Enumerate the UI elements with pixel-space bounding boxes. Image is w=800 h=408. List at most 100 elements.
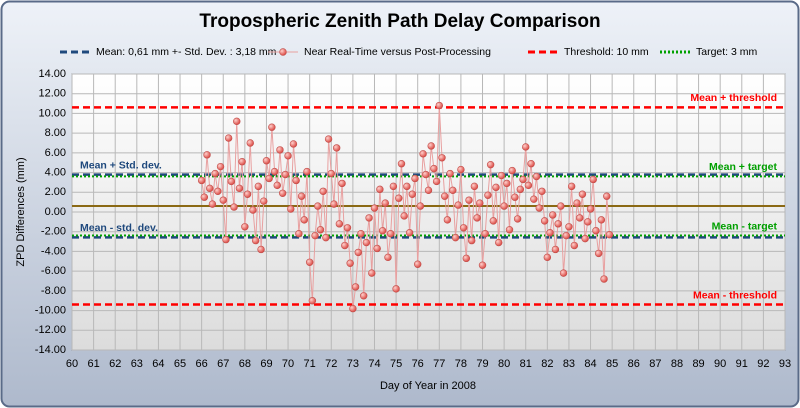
x-tick-label: 66 (196, 358, 208, 370)
chart-title: Tropospheric Zenith Path Delay Compariso… (199, 11, 600, 32)
data-point (370, 204, 379, 212)
data-point (254, 182, 263, 191)
data-point (289, 140, 298, 148)
data-point (532, 172, 541, 181)
y-tick-label: -2.00 (41, 226, 66, 238)
data-point (378, 227, 387, 235)
data-point (392, 285, 400, 293)
data-point (362, 238, 371, 247)
data-point (208, 200, 217, 208)
data-point (368, 269, 376, 277)
data-point (578, 190, 587, 198)
data-point (559, 269, 568, 277)
y-tick-label: -4.00 (41, 245, 66, 257)
y-tick-label: 0.00 (45, 206, 66, 218)
data-point (570, 241, 579, 250)
x-tick-label: 73 (347, 358, 359, 370)
data-point (338, 179, 346, 188)
data-point (284, 152, 292, 160)
data-point (584, 218, 592, 226)
data-point (349, 304, 357, 313)
data-point (303, 167, 311, 176)
x-tick-label: 85 (606, 358, 618, 370)
y-tick-label: -6.00 (41, 265, 66, 277)
x-tick-label: 83 (563, 358, 575, 370)
data-point (359, 292, 368, 300)
x-tick-label: 60 (66, 358, 78, 370)
data-point (551, 245, 560, 254)
data-point (311, 231, 319, 240)
line-annotation: Mean - threshold (693, 289, 777, 301)
data-point (427, 142, 435, 150)
data-point (211, 169, 219, 178)
x-tick-label: 86 (628, 358, 640, 370)
y-axis-label: ZPD Differences (mm) (15, 157, 27, 266)
x-tick-label: 80 (498, 358, 510, 370)
data-point (276, 146, 284, 154)
data-point (249, 206, 257, 214)
data-point (497, 171, 506, 180)
x-tick-label: 88 (671, 358, 683, 370)
x-axis-label: Day of Year in 2008 (380, 380, 476, 392)
x-tick-label: 64 (152, 358, 164, 370)
legend-label: Mean: 0,61 mm +- Std. Dev. : 3,18 mm (96, 46, 277, 58)
data-point (295, 229, 303, 238)
data-point (430, 164, 438, 173)
data-point (495, 238, 503, 247)
data-point (592, 227, 600, 235)
data-point (449, 186, 457, 195)
data-point (543, 253, 552, 262)
data-point (314, 202, 322, 210)
data-point (600, 275, 608, 283)
data-point (365, 214, 373, 222)
x-tick-label: 82 (541, 358, 553, 370)
x-tick-label: 93 (779, 358, 791, 370)
data-point (411, 174, 419, 183)
data-point (354, 248, 362, 257)
data-point (300, 216, 308, 224)
data-point (516, 185, 525, 194)
line-annotation: Mean + target (709, 161, 777, 173)
data-point (251, 236, 260, 245)
data-point (373, 244, 381, 253)
data-point (470, 182, 479, 191)
grid: 14.00 12.00 10.00 8.00 6.00 4.00 2.00 0.00 -2.00… (35, 68, 791, 370)
data-point (235, 184, 244, 193)
x-tick-label: 63 (131, 358, 143, 370)
data-point (597, 216, 606, 224)
data-point (589, 175, 597, 184)
data-point (297, 192, 306, 200)
marks: Mean + Std. dev. Mean - std. dev. Mean + t… (72, 92, 785, 313)
x-tick-label: 69 (260, 358, 272, 370)
data-point (327, 169, 335, 178)
data-point (522, 143, 530, 151)
data-point (489, 217, 498, 225)
x-tick-label: 74 (368, 358, 380, 370)
legend: Mean: 0,61 mm +- Std. Dev. : 3,18 mm Near… (60, 46, 758, 58)
data-point (343, 224, 352, 232)
data-point (546, 229, 554, 237)
data-point (562, 231, 570, 240)
data-point (540, 217, 549, 225)
data-point (554, 220, 562, 228)
data-point (432, 177, 441, 186)
data-point (438, 154, 446, 162)
data-point (573, 199, 581, 207)
y-tick-label: 2.00 (45, 186, 66, 198)
x-tick-label: 84 (584, 358, 596, 370)
data-point (324, 135, 333, 143)
x-tick-label: 79 (476, 358, 488, 370)
y-tick-label: 6.00 (45, 147, 66, 159)
x-tick-label: 65 (174, 358, 186, 370)
data-point (503, 179, 511, 188)
y-tick-label: 14.00 (38, 68, 66, 80)
y-tick-label: 4.00 (45, 166, 66, 178)
data-point (511, 193, 519, 201)
data-point (403, 182, 411, 191)
data-point (260, 197, 268, 205)
legend-label: Target: 3 mm (696, 46, 758, 58)
x-tick-label: 70 (282, 358, 294, 370)
data-point (486, 160, 495, 169)
